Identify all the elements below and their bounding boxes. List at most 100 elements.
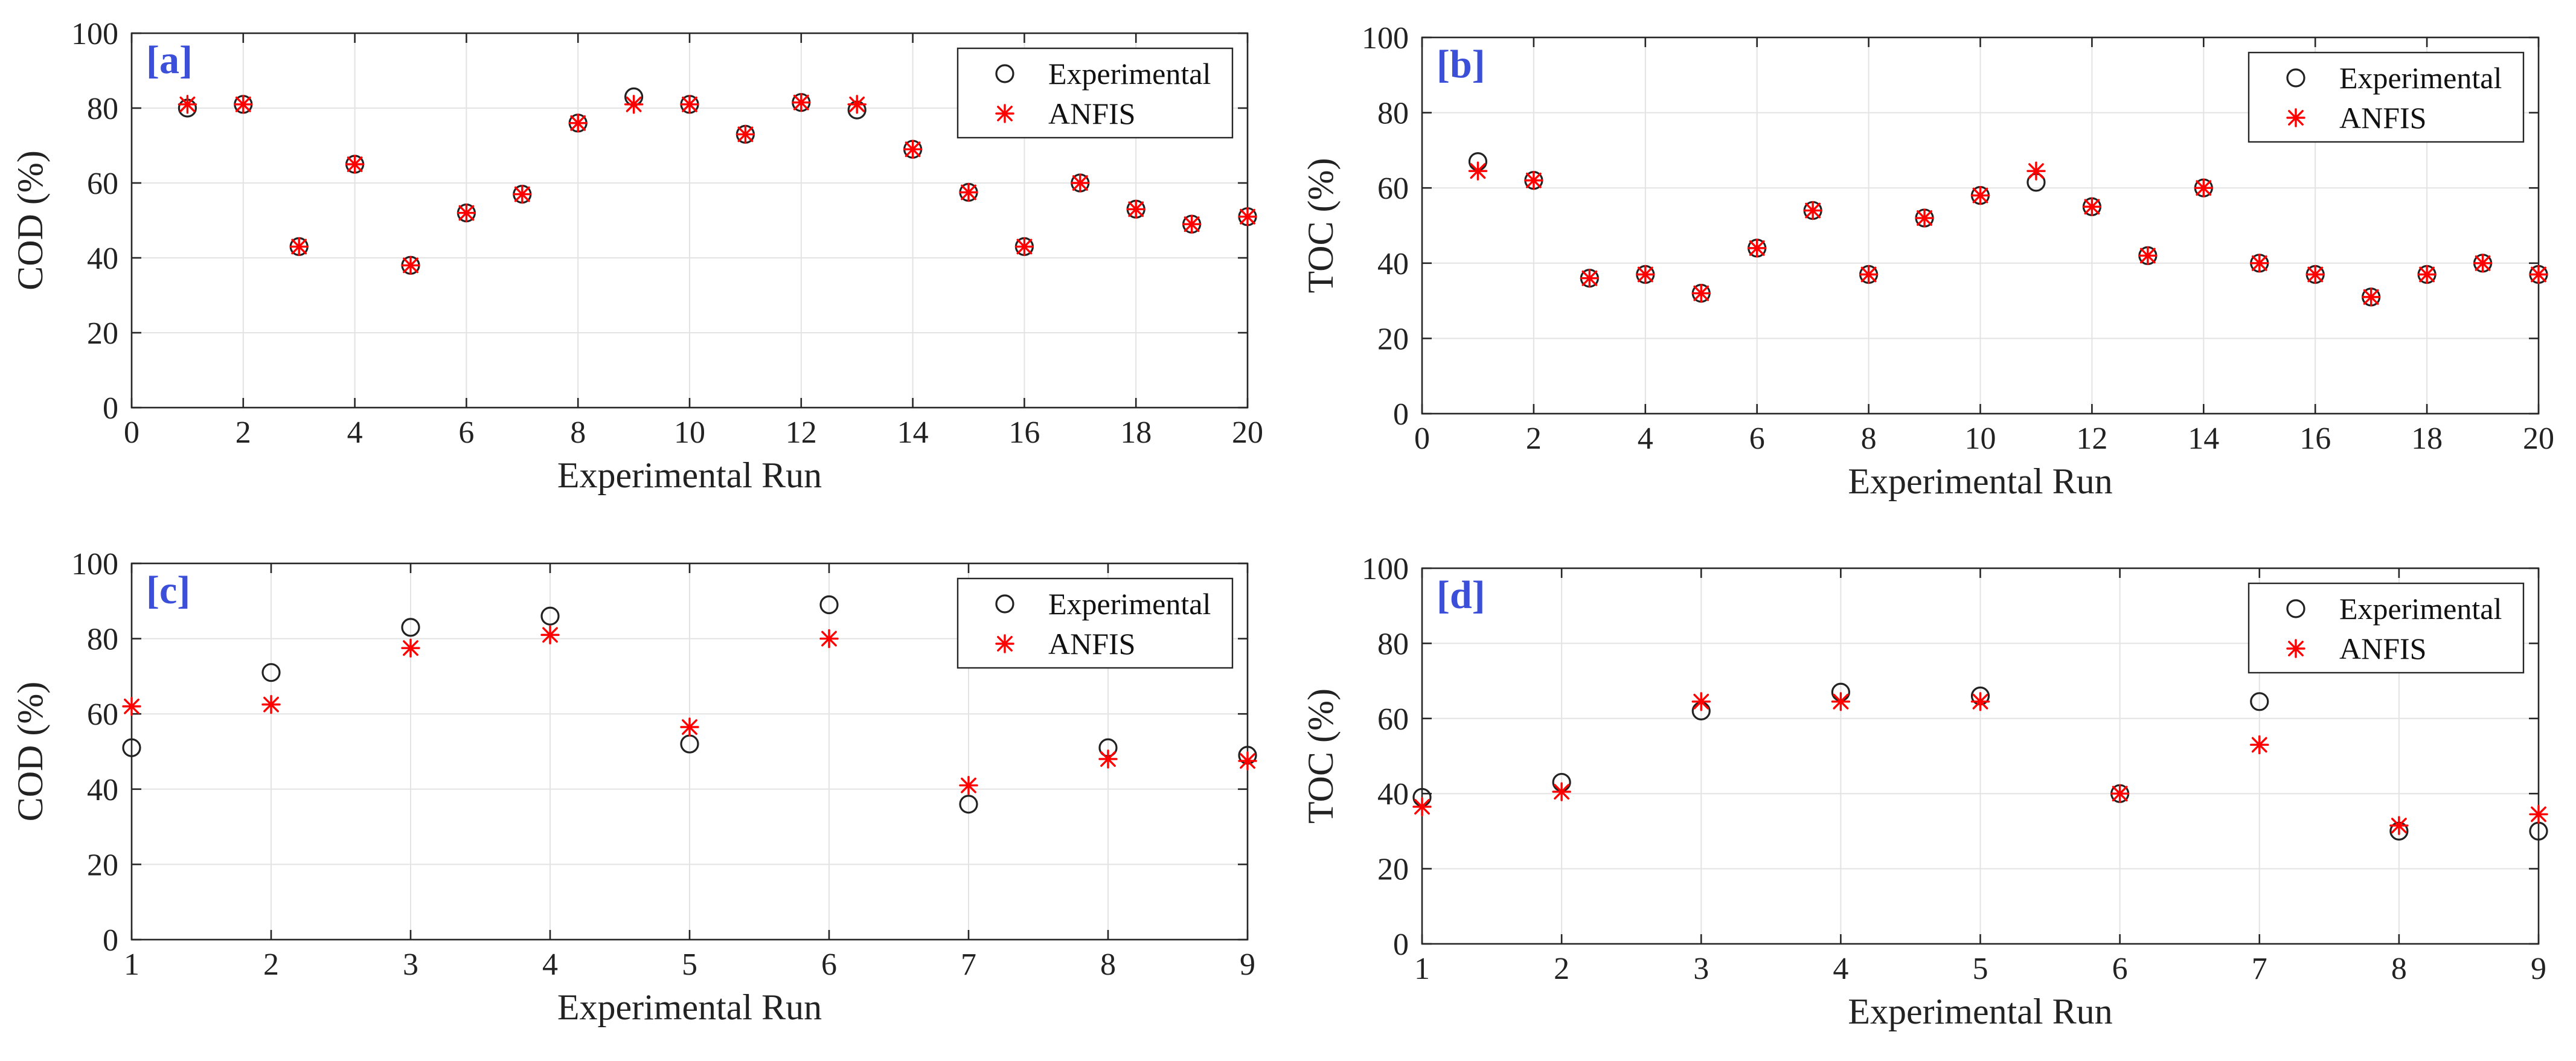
- anfis-point-stroke-3: [905, 141, 921, 158]
- x-tick-label: 12: [2076, 422, 2107, 456]
- anfis-point: [1238, 207, 1257, 226]
- anfis-point-stroke-3: [2084, 199, 2100, 215]
- legend-anfis-marker-stroke-3: [997, 106, 1013, 121]
- legend-experimental-marker: [2286, 68, 2305, 88]
- anfis-point: [1014, 237, 1034, 257]
- anfis-point: [1098, 749, 1118, 769]
- anfis-point-stroke-3: [235, 96, 251, 112]
- panel-a-legend: Experimental ANFIS: [956, 47, 1234, 139]
- x-axis-label: Experimental Run: [1848, 992, 2112, 1031]
- anfis-point-stroke-3: [1072, 175, 1088, 191]
- anfis-point: [959, 182, 978, 202]
- anfis-point: [2389, 816, 2409, 835]
- x-tick-label: 0: [1414, 422, 1430, 456]
- anfis-point-stroke-3: [1525, 172, 1542, 188]
- panel-d-legend: Experimental ANFIS: [2248, 582, 2525, 674]
- anfis-point: [261, 694, 281, 714]
- y-tick-label: 0: [1393, 397, 1409, 432]
- anfis-point-stroke-3: [2251, 737, 2267, 753]
- anfis-point-stroke-3: [514, 186, 530, 202]
- y-tick-label: 40: [87, 773, 118, 807]
- x-tick-label: 5: [1973, 952, 1988, 986]
- anfis-point-stroke-3: [1749, 240, 1765, 256]
- y-tick-label: 100: [1362, 552, 1409, 586]
- anfis-point: [401, 638, 420, 658]
- anfis-point-stroke-3: [1414, 799, 1430, 815]
- anfis-point-stroke-3: [291, 239, 307, 255]
- anfis-point: [2473, 254, 2493, 273]
- anfis-point-stroke-3: [263, 696, 279, 713]
- x-tick-label: 10: [1965, 422, 1996, 456]
- y-tick-label: 40: [1377, 247, 1409, 281]
- legend-box: [2248, 51, 2525, 143]
- panel-d-grid: [1422, 568, 2539, 944]
- x-tick-label: 8: [1861, 422, 1877, 456]
- panel-b: 0 2 4 6 8 10 12 14 16 18 20 0 20 40 60 80 100 Experimenta…: [1301, 21, 2554, 501]
- anfis-point-stroke-3: [2419, 266, 2435, 283]
- y-tick-label: 100: [71, 547, 118, 582]
- anfis-point-stroke-3: [403, 640, 418, 656]
- x-tick-label: 2: [235, 415, 251, 450]
- anfis-point: [1182, 214, 1202, 234]
- experimental-point: [401, 618, 420, 637]
- anfis-point: [289, 237, 309, 257]
- x-axis-label: Experimental Run: [557, 987, 822, 1027]
- anfis-point: [624, 95, 644, 114]
- anfis-point-stroke-3: [347, 156, 363, 172]
- anfis-point: [1831, 692, 1851, 711]
- anfis-point-stroke-3: [793, 94, 809, 111]
- x-tick-label: 20: [2523, 422, 2554, 456]
- series-anfis: [122, 625, 1257, 795]
- legend-label-experimental: Experimental: [2339, 592, 2502, 626]
- x-tick-label: 1: [1414, 952, 1430, 986]
- anfis-point-stroke-3: [2391, 818, 2407, 833]
- y-tick-label: 40: [87, 242, 118, 276]
- y-tick-label: 0: [103, 391, 118, 426]
- panel-b-ticks: [1421, 36, 2540, 415]
- anfis-point-stroke-3: [2028, 163, 2044, 179]
- experimental-point: [261, 663, 281, 682]
- x-tick-label: 2: [263, 947, 279, 982]
- x-tick-label: 6: [2112, 952, 2128, 986]
- anfis-point: [178, 95, 197, 114]
- x-tick-label: 8: [570, 415, 586, 450]
- x-tick-label: 10: [674, 415, 705, 450]
- anfis-point: [1468, 161, 1488, 181]
- anfis-point-stroke-3: [2112, 786, 2128, 802]
- anfis-point: [2529, 264, 2548, 284]
- x-tick-label: 0: [124, 415, 139, 450]
- anfis-point: [1580, 269, 1600, 288]
- panel-c-legend: Experimental ANFIS: [956, 577, 1234, 669]
- legend-label-experimental: Experimental: [2339, 61, 2502, 95]
- y-axis-label: TOC (%): [1301, 688, 1341, 824]
- anfis-point: [568, 114, 588, 133]
- y-tick-label: 60: [87, 697, 118, 732]
- y-tick-label: 20: [1377, 853, 1409, 887]
- y-tick-label: 20: [1377, 322, 1409, 356]
- x-tick-label: 3: [403, 947, 418, 982]
- anfis-point-stroke-3: [961, 777, 976, 793]
- legend-label-experimental: Experimental: [1048, 57, 1211, 91]
- legend-experimental-marker: [995, 594, 1014, 614]
- anfis-point: [1071, 173, 1090, 193]
- anfis-point: [1636, 264, 1655, 284]
- anfis-point-stroke-3: [2475, 255, 2491, 271]
- anfis-point-stroke-3: [1240, 753, 1255, 769]
- anfis-point-stroke-3: [1581, 270, 1598, 286]
- y-tick-label: 0: [103, 923, 118, 958]
- x-tick-label: 9: [1240, 947, 1255, 982]
- anfis-point-stroke-3: [542, 627, 558, 643]
- anfis-point-stroke-3: [1972, 693, 1988, 710]
- x-tick-label: 16: [2299, 422, 2331, 456]
- anfis-point: [2250, 735, 2269, 755]
- anfis-point-stroke-3: [1805, 202, 1821, 219]
- y-axis-label: COD (%): [10, 150, 50, 290]
- x-tick-label: 3: [1693, 952, 1709, 986]
- x-tick-label: 6: [458, 415, 474, 450]
- legend-experimental-marker: [2286, 599, 2305, 618]
- panel-label: [a]: [146, 38, 193, 82]
- y-tick-label: 80: [1377, 627, 1409, 661]
- anfis-point: [735, 124, 755, 144]
- panel-label: [c]: [146, 568, 190, 612]
